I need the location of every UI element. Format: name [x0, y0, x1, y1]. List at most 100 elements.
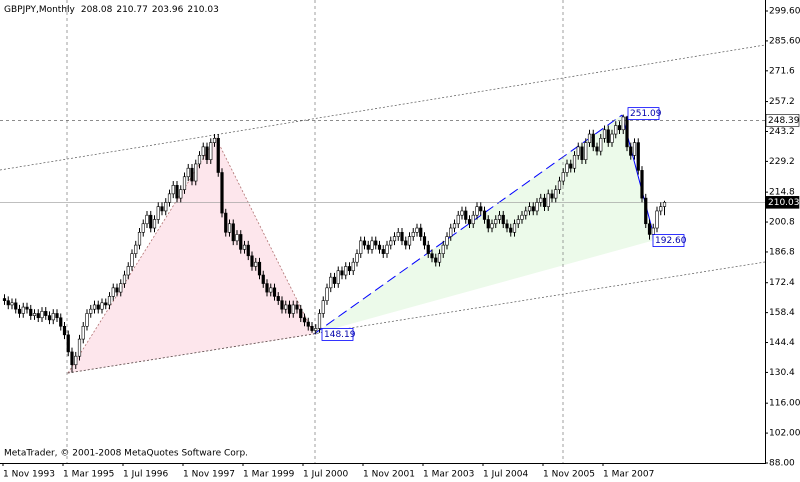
candle-body	[456, 214, 460, 225]
candle-body	[51, 313, 55, 321]
candle-body	[411, 232, 415, 237]
candle-body	[81, 325, 85, 340]
candle-body	[629, 146, 633, 156]
candle-body	[400, 232, 404, 242]
y-tick-label: 130.4	[769, 368, 795, 378]
annotation-label: 192.60	[655, 236, 687, 246]
candle-body	[512, 223, 517, 233]
candle-body	[152, 219, 157, 229]
y-tick-label: 172.4	[769, 278, 795, 288]
candle-body	[29, 308, 33, 316]
x-tick-label: 1 Mar 2007	[603, 470, 654, 480]
channel-line	[67, 261, 766, 374]
candle-body	[464, 210, 468, 220]
annotation-box	[627, 107, 660, 121]
candle-body	[317, 313, 322, 329]
annotation-label: 148.19	[324, 330, 356, 340]
candle-body	[655, 210, 659, 229]
candle-body	[265, 283, 269, 293]
candle-body	[362, 240, 367, 246]
candle-body	[497, 214, 502, 220]
candle-body	[261, 274, 265, 284]
candle-body	[584, 142, 588, 160]
y-tick-label: 144.4	[769, 338, 795, 348]
y-tick-label: 158.4	[769, 308, 795, 318]
candle-body	[276, 296, 280, 301]
last-low: 203.96	[152, 5, 184, 15]
candle-body	[441, 244, 445, 254]
candle-body	[284, 304, 288, 310]
candle-body	[565, 163, 569, 173]
candle-body	[482, 210, 487, 220]
candle-body	[557, 180, 562, 190]
candle-body	[606, 129, 610, 143]
candle-body	[419, 227, 423, 237]
x-tick-label: 1 Mar 1995	[63, 470, 114, 480]
annotation-box	[321, 328, 354, 341]
candle-body	[179, 189, 183, 199]
candle-body	[44, 311, 48, 316]
y-tick-label: 88.00	[769, 459, 795, 469]
candle-body	[280, 300, 284, 310]
candle-body	[167, 193, 172, 203]
candle-body	[501, 214, 505, 225]
candle-body	[329, 276, 333, 289]
candle-body	[212, 138, 217, 143]
candle-body	[452, 223, 457, 229]
candle-body	[55, 313, 59, 319]
candle-body	[434, 257, 438, 263]
candle-body	[370, 240, 374, 250]
candle-body	[621, 116, 625, 131]
x-tick-label: 1 Nov 1993	[3, 470, 55, 480]
candle-body	[467, 219, 472, 225]
candle-body	[449, 227, 453, 237]
candle-body	[591, 133, 595, 148]
candle-body	[21, 306, 25, 314]
candle-body	[389, 240, 393, 246]
candle-body	[242, 244, 247, 250]
candle-body	[569, 163, 573, 169]
candle-body	[351, 261, 355, 272]
y-tick-label: 299.60	[769, 7, 800, 17]
candle-body	[299, 308, 303, 319]
candle-body	[122, 274, 127, 284]
candle-body	[47, 315, 52, 321]
candle-body	[231, 223, 235, 242]
pattern-triangle	[314, 115, 655, 334]
x-tick-label: 1 Jul 2000	[303, 470, 348, 480]
y-tick-label: 271.6	[769, 66, 795, 76]
candle-body	[216, 138, 220, 173]
candle-body	[632, 142, 637, 156]
last-open: 208.08	[81, 5, 113, 15]
price-box	[765, 114, 800, 127]
header: GBPJPY,Monthly 208.08 210.77 203.96 210.03	[4, 5, 219, 15]
y-tick-label: 200.8	[769, 218, 795, 228]
candle-body	[321, 300, 325, 314]
candle-body	[227, 223, 232, 233]
candle-body	[291, 304, 295, 314]
y-tick-label: 257.2	[769, 97, 795, 107]
candle-body	[426, 244, 430, 254]
candle-body	[546, 193, 550, 207]
candle-body	[254, 261, 258, 267]
candle-body	[599, 138, 603, 152]
channel-line	[0, 44, 766, 171]
y-tick-label: 102.00	[769, 429, 800, 439]
candle-body	[392, 236, 397, 242]
candle-body	[10, 302, 14, 306]
y-tick-label: 116.00	[769, 399, 800, 409]
price-box	[765, 196, 800, 209]
candle-body	[640, 170, 644, 199]
candle-body	[610, 133, 614, 143]
candle-body	[59, 317, 63, 327]
candle-body	[479, 206, 483, 212]
candle-body	[250, 255, 254, 267]
y-tick-label: 186.8	[769, 247, 795, 257]
x-tick-label: 1 Nov 2005	[543, 470, 595, 480]
y-tick-label: 214.8	[769, 188, 795, 198]
candle-body	[542, 197, 547, 207]
candle-body	[475, 206, 479, 216]
candle-body	[516, 219, 520, 225]
price-box-label: 248.39	[768, 116, 800, 126]
